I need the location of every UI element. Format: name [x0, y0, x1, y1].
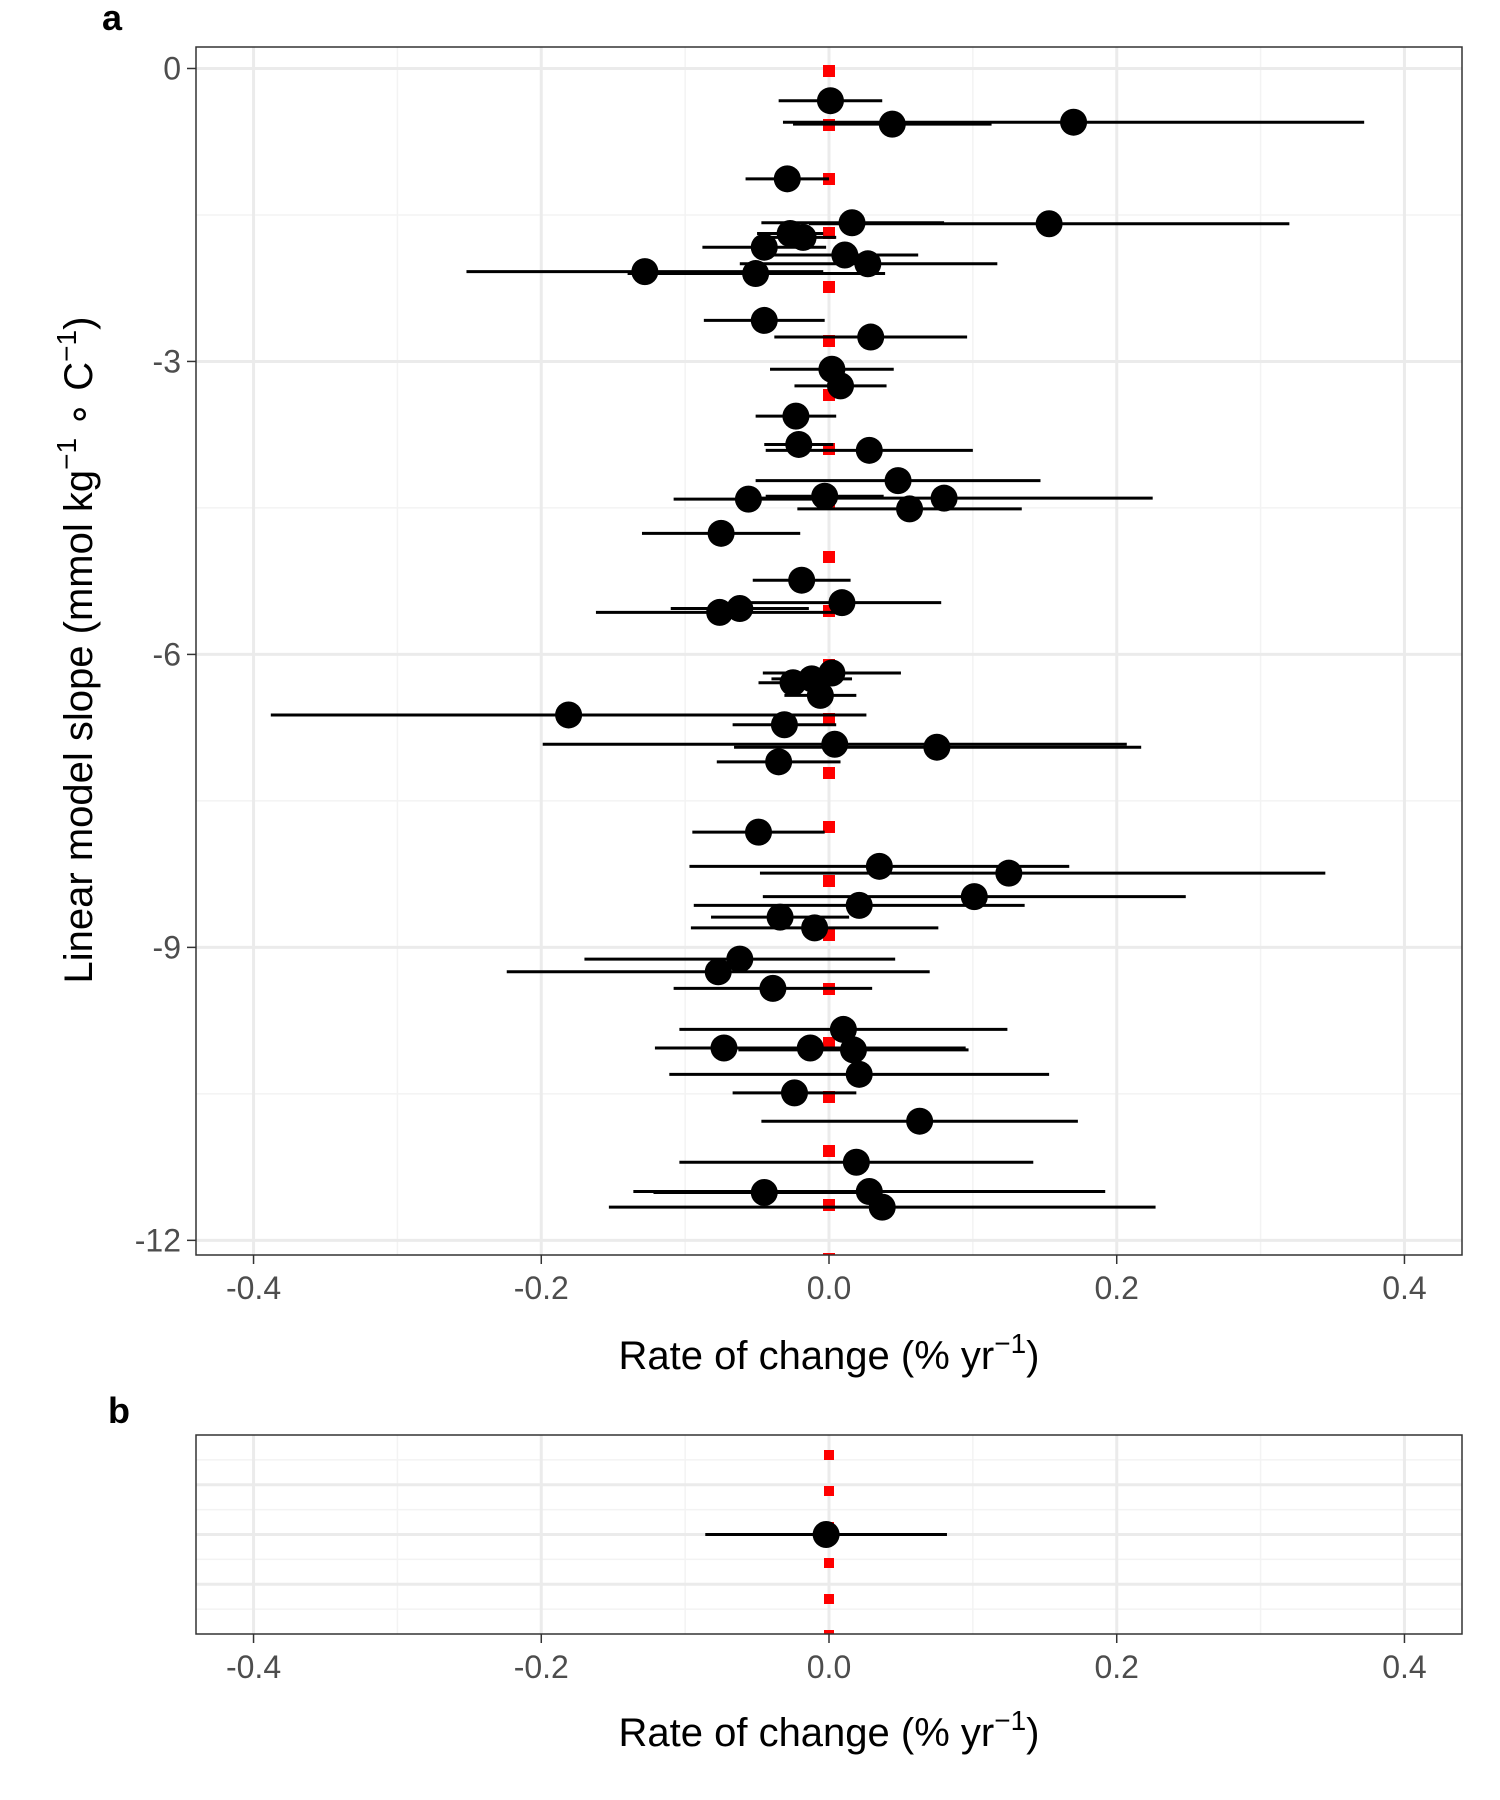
data-point: [865, 852, 893, 880]
panel-a-label: a: [102, 0, 123, 38]
panel-a-y-axis-title-part1: Linear model slope (mmol kg: [57, 470, 101, 984]
data-point: [930, 484, 958, 512]
panel-b-x-axis-title: Rate of change (% yr−1): [618, 1705, 1039, 1755]
panel-a-x-ticks: -0.4 -0.2 0.0 0.2 0.4: [226, 1255, 1427, 1306]
data-point: [734, 485, 762, 513]
data-point: [857, 323, 885, 351]
data-point: [773, 165, 801, 193]
data-point: [706, 598, 734, 626]
data-point: [812, 1521, 840, 1548]
data-point: [829, 1015, 857, 1043]
data-point: [750, 1179, 778, 1207]
data-point: [631, 258, 659, 286]
data-point: [1060, 108, 1088, 136]
panel-b-label: b: [108, 1390, 130, 1431]
panel-b: b -0.4 -0.2 0.0 0.2 0.4 Rate of change (% yr…: [108, 1390, 1463, 1755]
data-point: [960, 883, 988, 911]
panel-a-y-axis-title-sup2: −1: [51, 330, 82, 362]
y-tick-label: -6: [153, 636, 181, 672]
data-point: [726, 595, 754, 623]
panel-a-y-axis-title-part2: ∘ C: [57, 362, 101, 438]
panel-a-x-axis-title-text: Rate of change (% yr: [618, 1334, 994, 1378]
data-point: [1035, 210, 1063, 238]
y-tick-label: -3: [153, 343, 181, 379]
data-point: [789, 223, 817, 251]
data-point: [878, 110, 906, 138]
panel-a-points: [555, 87, 1088, 1221]
data-point: [555, 701, 583, 729]
y-tick-label: -12: [135, 1222, 181, 1258]
data-point: [896, 495, 924, 523]
x-tick-label: -0.2: [514, 1270, 569, 1306]
panel-b-x-axis-title-close: ): [1026, 1711, 1039, 1755]
data-point: [780, 1079, 808, 1107]
data-point: [806, 681, 834, 709]
panel-a-y-axis-title-close: ): [57, 317, 101, 330]
data-point: [828, 589, 856, 617]
data-point: [745, 818, 773, 846]
x-tick-label: 0.0: [807, 1270, 851, 1306]
data-point: [816, 87, 844, 115]
panel-a-x-axis-title-sup: −1: [994, 1328, 1026, 1359]
data-point: [855, 436, 883, 464]
data-point: [796, 1034, 824, 1062]
data-point: [838, 209, 866, 237]
data-point: [750, 306, 778, 334]
data-point: [742, 260, 770, 288]
panel-a-y-axis-title: Linear model slope (mmol kg−1 ∘ C−1): [51, 317, 101, 984]
data-point: [785, 430, 813, 458]
x-tick-label: -0.2: [514, 1649, 569, 1685]
x-tick-label: 0.4: [1382, 1649, 1426, 1685]
x-tick-label: 0.4: [1382, 1270, 1426, 1306]
data-point: [782, 402, 810, 430]
panel-b-x-axis-title-sup: −1: [994, 1705, 1026, 1736]
panel-b-x-axis-title-text: Rate of change (% yr: [618, 1711, 994, 1755]
x-tick-label: 0.0: [807, 1649, 851, 1685]
data-point: [906, 1107, 934, 1135]
data-point: [801, 914, 829, 942]
data-point: [788, 566, 816, 594]
data-point: [811, 482, 839, 510]
data-point: [827, 372, 855, 400]
x-tick-label: -0.4: [226, 1270, 281, 1306]
data-point: [923, 733, 951, 761]
data-point: [831, 241, 859, 269]
panel-a-x-axis-title-close: ): [1026, 1334, 1039, 1378]
data-point: [704, 958, 732, 986]
y-tick-label: -9: [153, 929, 181, 965]
data-point: [868, 1193, 896, 1221]
data-point: [884, 467, 912, 495]
data-point: [845, 1060, 873, 1088]
data-point: [750, 233, 778, 261]
panel-b-x-ticks: -0.4 -0.2 0.0 0.2 0.4: [226, 1634, 1427, 1685]
panel-a-y-ticks: 0 -3 -6 -9 -12: [135, 50, 196, 1258]
data-point: [766, 903, 794, 931]
y-tick-label: 0: [163, 50, 181, 86]
x-tick-label: -0.4: [226, 1649, 281, 1685]
data-point: [854, 250, 882, 278]
data-point: [995, 859, 1023, 887]
data-point: [707, 519, 735, 547]
data-point: [710, 1034, 738, 1062]
data-point: [839, 1036, 867, 1064]
data-point: [842, 1148, 870, 1176]
x-tick-label: 0.2: [1094, 1270, 1138, 1306]
data-point: [759, 974, 787, 1002]
panel-a-y-axis-title-sup1: −1: [51, 438, 82, 470]
data-point: [821, 730, 849, 758]
data-point: [726, 945, 754, 973]
x-tick-label: 0.2: [1094, 1649, 1138, 1685]
data-point: [770, 711, 798, 739]
panel-a: a -0.4 -0.2 0.0 0.2 0.4 0 -3 -6 -9 -12 Rate of c…: [51, 0, 1463, 1378]
data-point: [779, 669, 807, 697]
panel-b-points: [812, 1521, 840, 1548]
data-point: [845, 891, 873, 919]
panel-a-x-axis-title: Rate of change (% yr−1): [618, 1328, 1039, 1378]
panel-b-grid: [196, 1435, 1462, 1634]
data-point: [765, 748, 793, 776]
